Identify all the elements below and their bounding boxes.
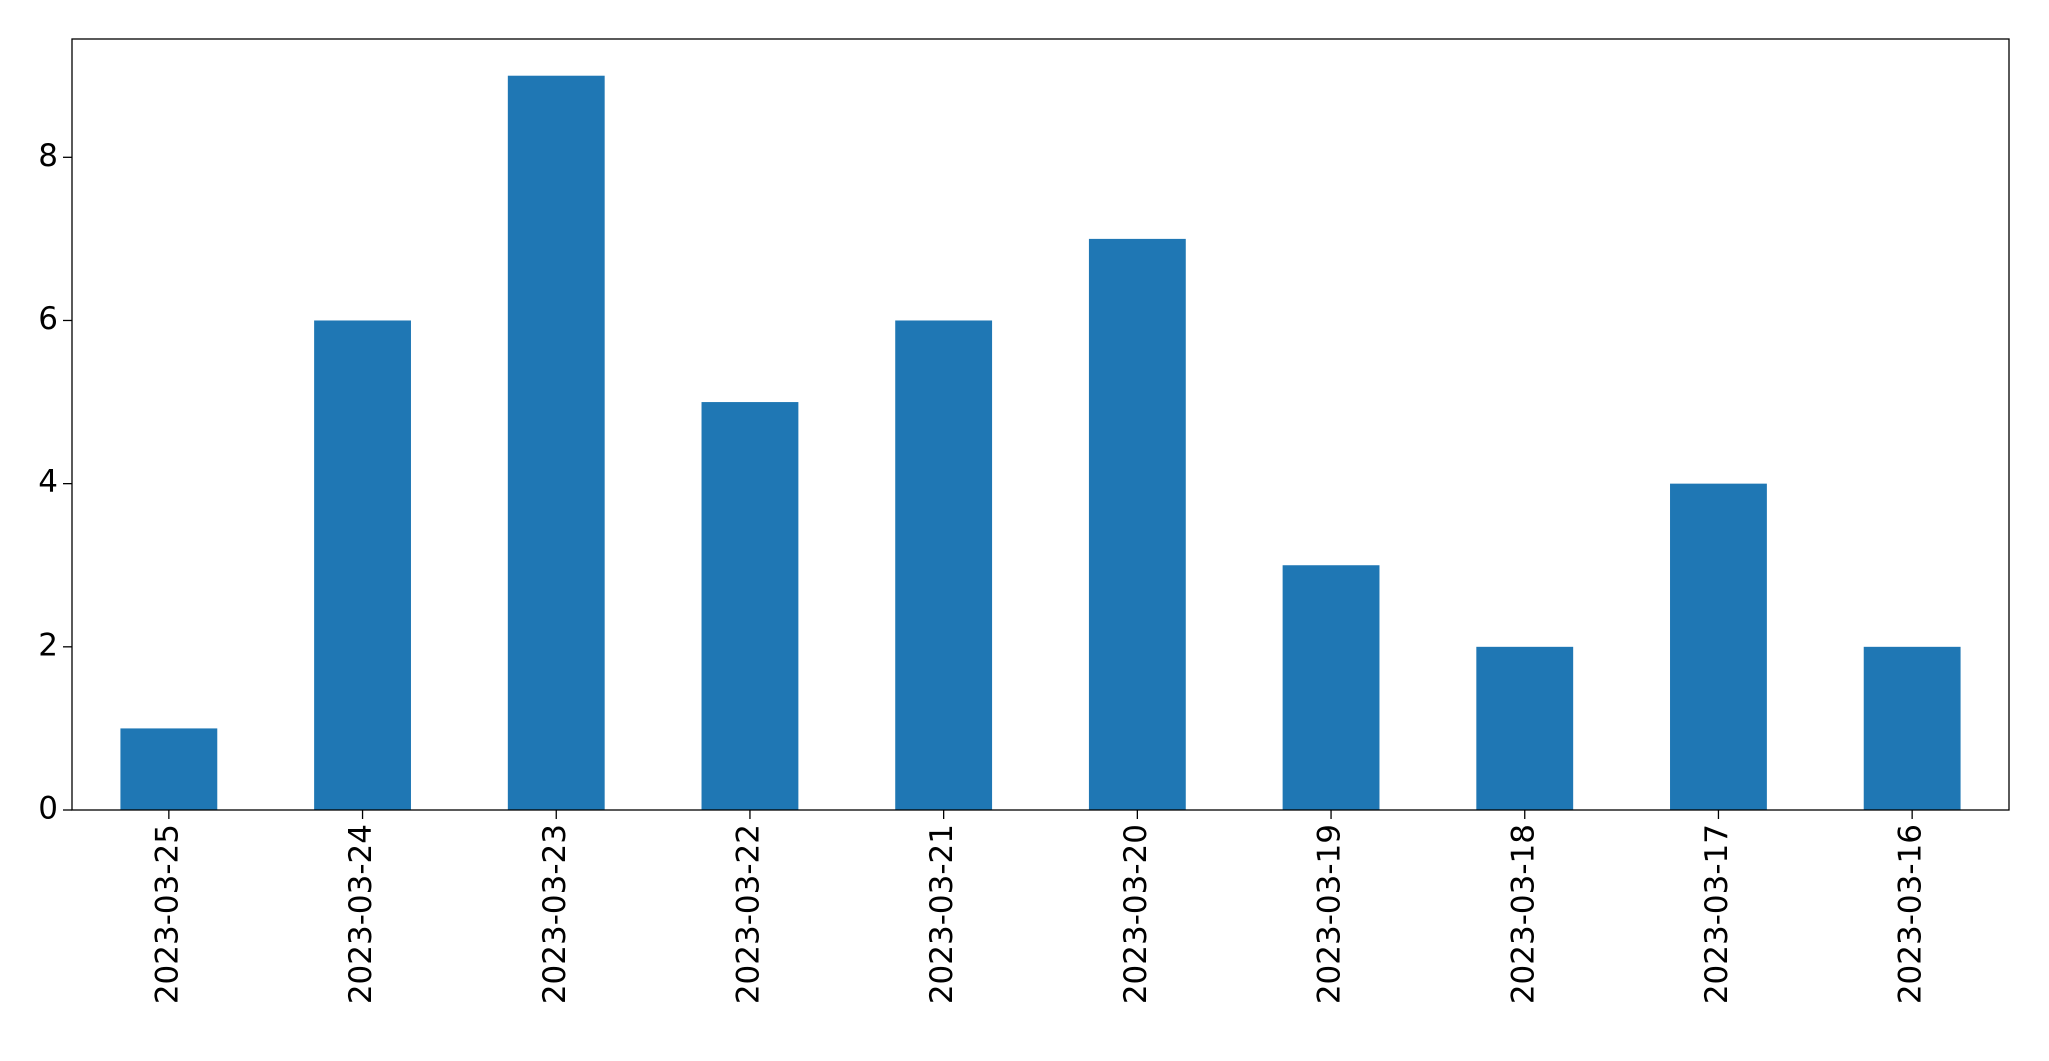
bar xyxy=(895,320,993,810)
x-tick-label: 2023-03-24 xyxy=(343,824,379,1004)
x-tick-label: 2023-03-19 xyxy=(1312,824,1348,1004)
x-tick-label: 2023-03-16 xyxy=(1893,824,1929,1004)
y-tick-label: 8 xyxy=(38,138,58,174)
x-tick-label: 2023-03-18 xyxy=(1505,824,1541,1004)
bar xyxy=(507,75,605,810)
x-tick-label: 2023-03-25 xyxy=(149,824,185,1004)
bar xyxy=(1863,646,1961,810)
plot-frame xyxy=(71,38,2010,811)
y-tick-label: 6 xyxy=(38,301,58,337)
bar xyxy=(701,402,799,810)
y-tick-label: 2 xyxy=(38,627,58,663)
y-tick-label: 0 xyxy=(38,791,58,827)
bar xyxy=(314,320,411,810)
bar xyxy=(1088,238,1186,810)
bar xyxy=(1282,565,1380,810)
bar xyxy=(1476,646,1574,810)
x-tick-label: 2023-03-17 xyxy=(1699,824,1735,1004)
bar xyxy=(1670,483,1767,810)
x-tick-label: 2023-03-22 xyxy=(730,824,766,1004)
x-tick-label: 2023-03-23 xyxy=(537,824,573,1004)
y-tick-label: 4 xyxy=(38,464,58,500)
x-tick-label: 2023-03-20 xyxy=(1118,824,1154,1004)
x-tick-label: 2023-03-21 xyxy=(924,824,960,1004)
bar xyxy=(120,728,218,810)
